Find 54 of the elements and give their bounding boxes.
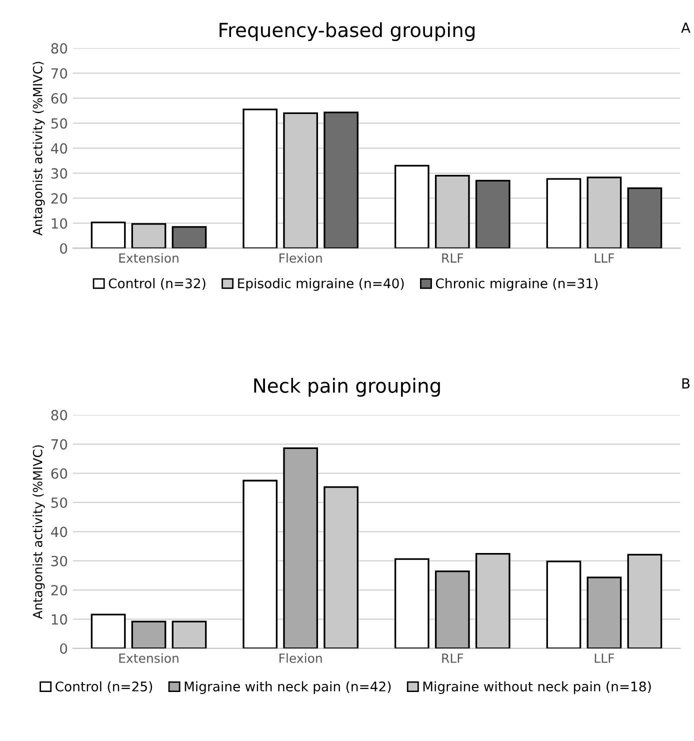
x-tick-label: LLF xyxy=(594,654,614,663)
bar xyxy=(586,576,622,648)
y-tick-label: 30 xyxy=(51,168,68,179)
legend-label: Episodic migraine (n=40) xyxy=(238,278,404,291)
x-tick-label: RLF xyxy=(442,654,464,663)
bar xyxy=(90,614,126,648)
y-tick-label: 30 xyxy=(51,556,68,566)
y-tick-label: 20 xyxy=(51,193,68,204)
x-tick-label: RLF xyxy=(442,253,464,263)
x-tick-label: Flexion xyxy=(280,653,322,663)
bar xyxy=(394,558,430,648)
y-tick-label: 0 xyxy=(60,643,68,654)
y-tick-label: 60 xyxy=(51,93,68,104)
chart-title: Frequency-based grouping xyxy=(220,22,474,42)
y-tick-label: 70 xyxy=(51,439,68,450)
bar xyxy=(546,560,582,648)
legend-label: Migraine with neck pain (n=42) xyxy=(184,681,391,694)
text: A xyxy=(681,22,690,33)
chart-title: Neck pain grouping xyxy=(254,378,440,397)
bar xyxy=(627,187,662,248)
x-tick-label: Extension xyxy=(119,653,178,663)
y-tick-label: 80 xyxy=(51,43,68,54)
bar xyxy=(131,620,166,648)
y-axis-title: Antagonist activity (%MIVC) xyxy=(32,445,45,619)
y-tick-label: 40 xyxy=(51,143,68,154)
legend-label: Control (n=25) xyxy=(56,681,152,694)
y-tick-label: 10 xyxy=(52,614,68,625)
y-axis-title: Antagonist activity (%MIVC) xyxy=(32,62,45,236)
bar xyxy=(475,180,510,248)
y-tick-label: 10 xyxy=(52,218,68,229)
bar xyxy=(242,480,278,648)
legend-label: Chronic migraine (n=31) xyxy=(436,278,598,291)
y-tick-label: 80 xyxy=(51,410,68,420)
y-tick-label: 70 xyxy=(51,68,68,79)
y-tick-label: 50 xyxy=(51,497,68,508)
bar xyxy=(172,226,207,248)
x-tick-label: LLF xyxy=(594,253,614,263)
bar xyxy=(90,222,126,248)
y-tick-label: 40 xyxy=(51,526,68,538)
y-tick-label: 50 xyxy=(51,118,68,129)
legend-label: Migraine without neck pain (n=18) xyxy=(423,681,651,694)
bar xyxy=(283,447,318,648)
y-tick-label: 0 xyxy=(60,243,68,254)
bar xyxy=(242,108,278,248)
bar xyxy=(546,178,582,248)
text: B xyxy=(682,378,690,388)
bar xyxy=(324,112,359,248)
y-tick-label: 20 xyxy=(51,584,68,596)
legend-label: Control (n=32) xyxy=(108,278,206,290)
bar xyxy=(394,164,430,248)
y-tick-label: 60 xyxy=(51,468,68,479)
x-tick-label: Flexion xyxy=(280,253,322,263)
bar xyxy=(434,570,470,648)
x-tick-label: Extension xyxy=(119,253,178,263)
